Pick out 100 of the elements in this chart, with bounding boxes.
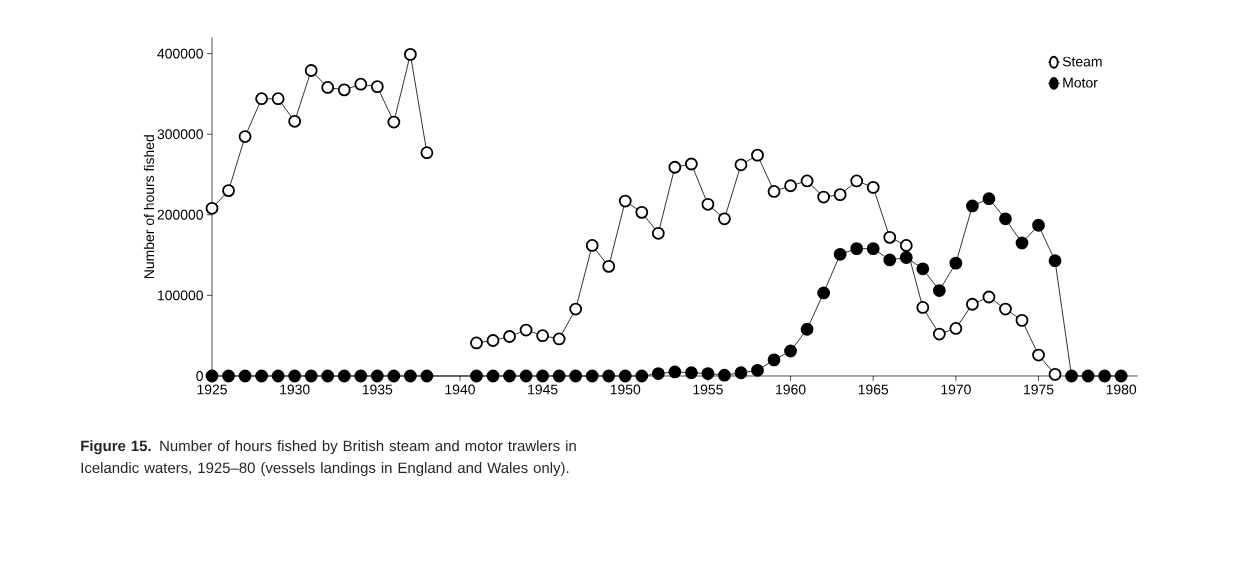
point <box>718 212 731 226</box>
x-tick-label: 1935 <box>362 384 393 395</box>
point <box>337 369 351 383</box>
point <box>635 369 649 383</box>
point <box>470 336 483 350</box>
point <box>1114 369 1128 383</box>
point <box>222 369 235 383</box>
point <box>1098 369 1112 383</box>
point <box>932 284 946 297</box>
point <box>288 369 302 383</box>
point <box>321 369 335 383</box>
point <box>949 256 963 270</box>
point <box>370 369 384 383</box>
point <box>618 369 632 383</box>
point <box>321 81 335 94</box>
point <box>420 146 434 160</box>
point <box>503 369 516 383</box>
point <box>288 114 302 128</box>
x-tick-label: 1975 <box>1024 384 1054 395</box>
point <box>668 160 682 174</box>
point <box>205 369 219 383</box>
point <box>403 369 417 383</box>
x-tick-label: 1980 <box>1106 384 1137 395</box>
point <box>833 188 847 202</box>
point <box>618 194 632 208</box>
point <box>999 212 1012 226</box>
point <box>585 369 599 383</box>
point <box>949 322 963 335</box>
point <box>255 369 268 383</box>
x-tick-label: 1930 <box>280 384 310 395</box>
point <box>684 366 698 380</box>
point <box>569 302 583 316</box>
point <box>651 226 665 240</box>
x-tick-label: 1965 <box>858 384 889 395</box>
point <box>767 353 781 367</box>
point <box>1048 367 1062 381</box>
point <box>850 174 864 188</box>
point <box>602 369 616 383</box>
point <box>784 344 797 358</box>
point <box>883 230 897 244</box>
point <box>271 369 285 383</box>
point <box>982 290 996 304</box>
point <box>503 330 516 343</box>
x-tick-label: 1960 <box>776 384 806 395</box>
point <box>916 301 930 314</box>
point <box>651 367 665 380</box>
point <box>205 201 219 215</box>
point <box>238 130 252 143</box>
point <box>916 262 930 276</box>
x-tick-label: 1940 <box>445 384 475 395</box>
point <box>387 369 401 383</box>
point <box>635 205 649 219</box>
point <box>354 77 368 91</box>
point <box>800 174 814 188</box>
x-tick-label: 1925 <box>197 384 227 395</box>
point <box>701 197 715 211</box>
point <box>552 369 566 383</box>
point <box>552 332 566 346</box>
point <box>1048 254 1062 268</box>
point <box>965 199 979 213</box>
point <box>486 369 500 383</box>
point <box>420 369 434 383</box>
point <box>965 297 979 311</box>
point <box>982 192 996 206</box>
point <box>1015 313 1029 327</box>
point <box>701 367 715 380</box>
point <box>255 92 268 106</box>
point <box>668 365 682 379</box>
point <box>751 363 764 377</box>
x-tick-label: 1945 <box>528 384 558 395</box>
point <box>519 323 533 337</box>
point <box>850 242 864 256</box>
point <box>1032 348 1045 362</box>
point <box>866 180 880 194</box>
point <box>519 369 533 383</box>
point <box>370 80 384 94</box>
point <box>403 47 417 61</box>
point <box>932 327 946 341</box>
point <box>1065 369 1078 383</box>
point <box>222 184 235 197</box>
point <box>833 247 847 261</box>
point <box>354 369 368 383</box>
y-axis-title: Number of hours fished <box>143 135 155 279</box>
point <box>387 115 401 129</box>
point <box>767 185 781 198</box>
x-tick-label: 1970 <box>941 384 971 395</box>
point <box>1081 369 1095 383</box>
point <box>899 251 913 264</box>
point <box>784 179 797 193</box>
point <box>817 190 831 204</box>
point <box>734 158 748 172</box>
legend-label: Motor <box>1063 77 1098 88</box>
x-tick-label: 1955 <box>693 384 723 395</box>
point <box>751 148 764 162</box>
point <box>536 369 550 383</box>
y-tick-label: 300000 <box>157 129 203 140</box>
point <box>899 239 913 252</box>
legend-label: Steam <box>1062 56 1102 67</box>
text: Figure 15. Number of hours fished by British steam and motor trawlers in Icelandic waters, 1925–80 (vessels landings in England and Wales only). <box>81 440 576 477</box>
y-tick-label: 0 <box>196 371 203 381</box>
